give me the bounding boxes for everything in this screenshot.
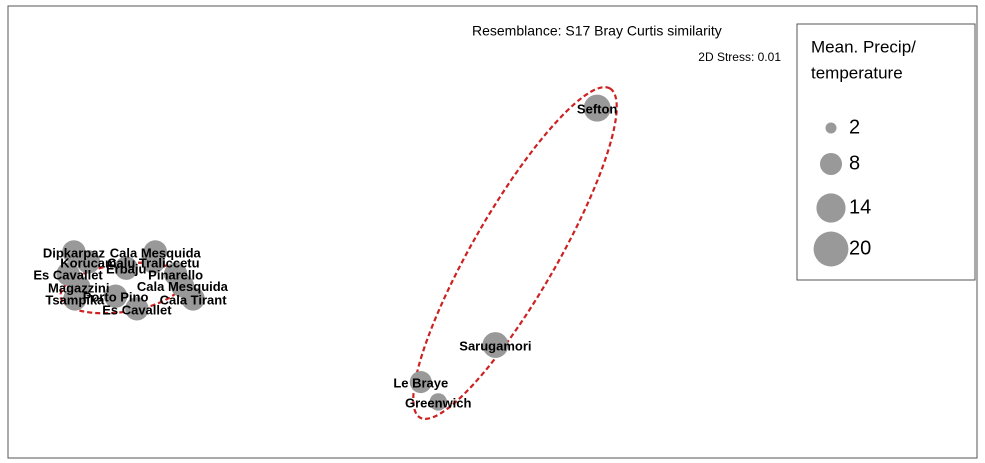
- point-label: Korucam: [60, 255, 116, 270]
- point-label: Sefton: [577, 102, 618, 117]
- bubble: [103, 284, 128, 308]
- chart-subtitle: 2D Stress: 0.01: [698, 50, 781, 64]
- point-label: Es Cavallet: [33, 267, 103, 282]
- point-label: Dipkarpaz: [43, 245, 106, 260]
- point-label: Cala Mesquida: [110, 245, 202, 260]
- bubble: [482, 332, 509, 358]
- point-label: Pinarello: [148, 267, 203, 282]
- bubble: [181, 287, 205, 311]
- legend-title: Mean. Precip/: [811, 37, 916, 56]
- point-label: Porto Pino: [83, 290, 149, 305]
- legend-label: 20: [849, 237, 871, 259]
- point-label: Cala Mesquida: [137, 279, 229, 294]
- legend-marker: [816, 193, 846, 223]
- bubble: [583, 94, 611, 122]
- point-label: Es Cavallet: [102, 302, 172, 317]
- bubble: [114, 256, 138, 280]
- chart-title: Resemblance: S17 Bray Curtis similarity: [472, 23, 722, 39]
- legend-label: 2: [849, 116, 860, 138]
- legend-marker: [813, 231, 849, 267]
- point-label: Greenwich: [405, 395, 472, 410]
- point-label: Le Braye: [393, 376, 448, 391]
- point-label: Tsampika: [45, 292, 105, 307]
- bubble: [125, 297, 149, 321]
- bubble: [409, 371, 432, 394]
- legend-marker: [825, 122, 837, 134]
- bubble: [141, 250, 166, 274]
- legend-title: temperature: [811, 63, 903, 82]
- point-label: Cala Tirant: [160, 292, 228, 307]
- bubble: [429, 393, 447, 411]
- bubble: [63, 287, 87, 311]
- legend-label: 14: [849, 196, 871, 218]
- point-label: Calu Traliccetu: [107, 255, 200, 270]
- bubble: [76, 250, 101, 274]
- point-label: Magazzini: [48, 281, 109, 296]
- point-label: Erbaju: [106, 262, 147, 277]
- legend-marker: [819, 152, 843, 176]
- legend-label: 8: [849, 152, 860, 174]
- point-label: Sarugamori: [459, 338, 531, 353]
- cluster-ellipse: [412, 86, 618, 420]
